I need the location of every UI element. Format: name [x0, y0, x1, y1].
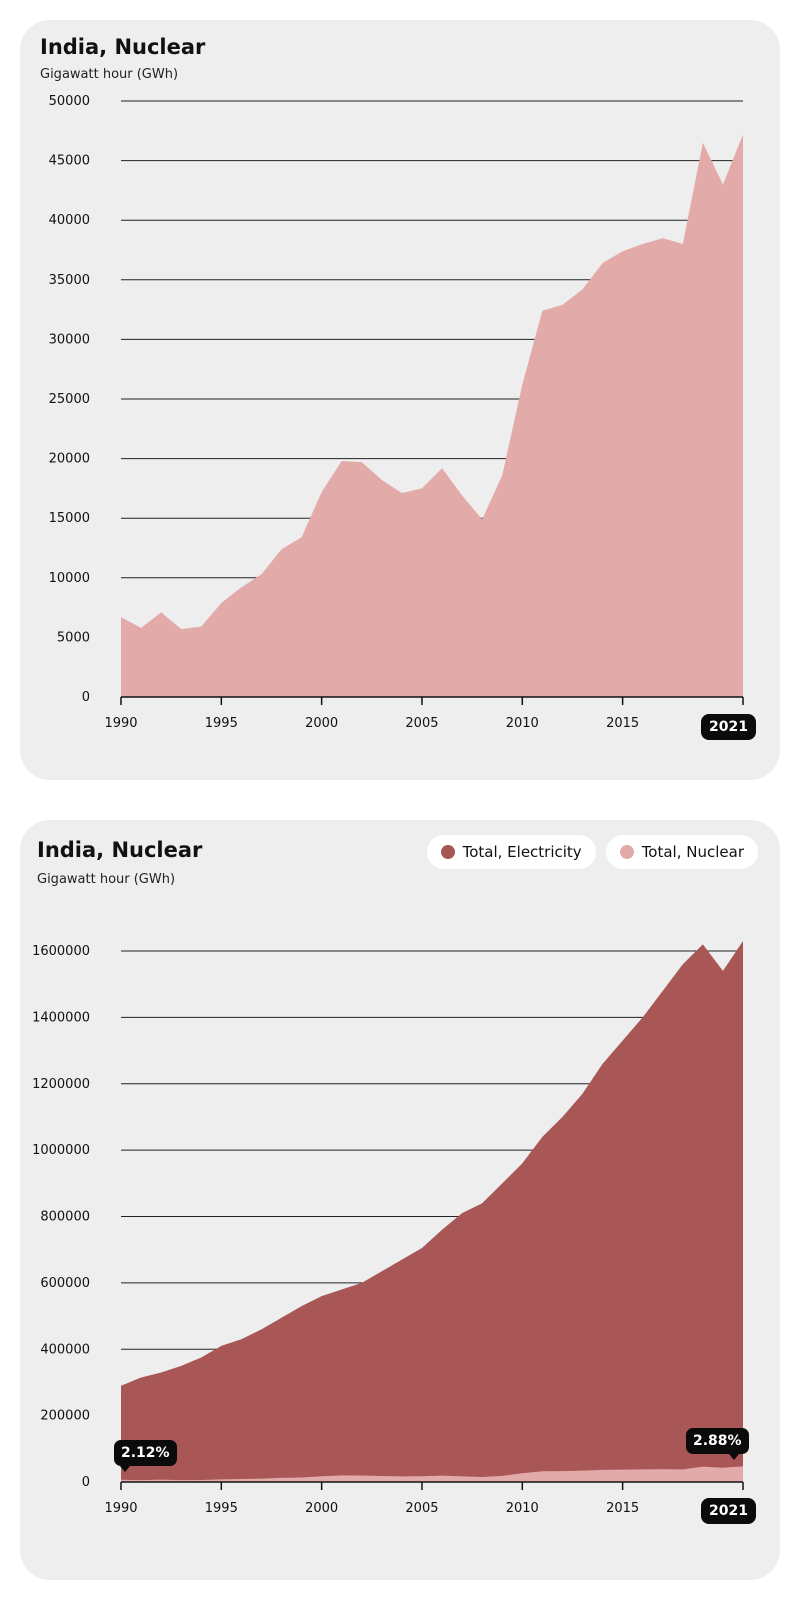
- y-tick-label: 200000: [40, 1409, 90, 1424]
- x-tick-label: 2010: [506, 716, 539, 731]
- y-tick-label: 600000: [40, 1276, 90, 1291]
- y-tick-label: 50000: [49, 94, 90, 109]
- end-year-badge: 2021: [701, 714, 756, 740]
- y-tick-label: 1400000: [32, 1010, 90, 1025]
- x-tick-label: 2005: [405, 716, 438, 731]
- electricity-nuclear-area-chart: 0 200000 400000 600000 800000 1000000 1200000 1…: [32, 941, 744, 1516]
- chart-legend: Total, Electricity Total, Nuclear: [426, 835, 758, 869]
- legend-label: Total, Nuclear: [641, 843, 744, 861]
- y-tick-label: 40000: [49, 213, 90, 228]
- y-tick-label: 800000: [40, 1210, 90, 1225]
- y-tick-label: 10000: [49, 571, 90, 586]
- y-tick-label: 20000: [49, 452, 90, 467]
- y-tick-label: 5000: [57, 630, 90, 645]
- y-tick-label: 35000: [49, 273, 90, 288]
- x-tick-label: 1990: [104, 1501, 137, 1516]
- y-tick-label: 0: [82, 1475, 90, 1490]
- y-tick-label: 400000: [40, 1342, 90, 1357]
- y-tick-label: 25000: [49, 392, 90, 407]
- start-share-badge: 2.12%: [114, 1440, 177, 1472]
- legend-item-total-electricity[interactable]: Total, Electricity: [426, 835, 596, 869]
- series-area-0: [121, 941, 743, 1482]
- nuclear-chart-card: India, Nuclear Gigawatt hour (GWh) 0 5000…: [20, 20, 780, 780]
- legend-swatch-nuclear: [619, 845, 634, 859]
- x-tick-label: 2005: [405, 1501, 438, 1516]
- y-tick-label: 0: [82, 690, 90, 705]
- legend-label: Total, Electricity: [462, 843, 582, 861]
- y-tick-label: 1200000: [32, 1077, 90, 1092]
- x-tick-label: 1995: [205, 716, 238, 731]
- y-tick-label: 30000: [49, 332, 90, 347]
- y-tick-label: 45000: [49, 154, 90, 169]
- x-tick-label: 1995: [205, 1501, 238, 1516]
- x-tick-label: 2000: [305, 1501, 338, 1516]
- chart-unit-label: Gigawatt hour (GWh): [40, 67, 179, 82]
- legend-swatch-electricity: [440, 845, 455, 859]
- series-area-0: [121, 134, 743, 698]
- comparison-chart-card: India, Nuclear Gigawatt hour (GWh) Total…: [20, 820, 780, 1580]
- y-tick-label: 1600000: [32, 944, 90, 959]
- chart-title: India, Nuclear: [40, 35, 206, 59]
- legend-item-total-nuclear[interactable]: Total, Nuclear: [605, 835, 758, 869]
- y-tick-label: 1000000: [32, 1143, 90, 1158]
- x-tick-label: 1990: [104, 716, 137, 731]
- end-share-badge: 2.88%: [686, 1428, 749, 1460]
- series-area-1: [121, 1466, 743, 1482]
- end-year-badge: 2021: [701, 1498, 756, 1524]
- x-tick-label: 2015: [606, 716, 639, 731]
- x-tick-label: 2010: [506, 1501, 539, 1516]
- x-tick-label: 2000: [305, 716, 338, 731]
- x-tick-label: 2015: [606, 1501, 639, 1516]
- chart-title: India, Nuclear: [37, 838, 203, 862]
- y-tick-label: 15000: [49, 511, 90, 526]
- nuclear-area-chart: 0 5000 10000 15000 20000 25000 30000 35000 40000…: [49, 94, 744, 731]
- chart-unit-label: Gigawatt hour (GWh): [37, 872, 176, 887]
